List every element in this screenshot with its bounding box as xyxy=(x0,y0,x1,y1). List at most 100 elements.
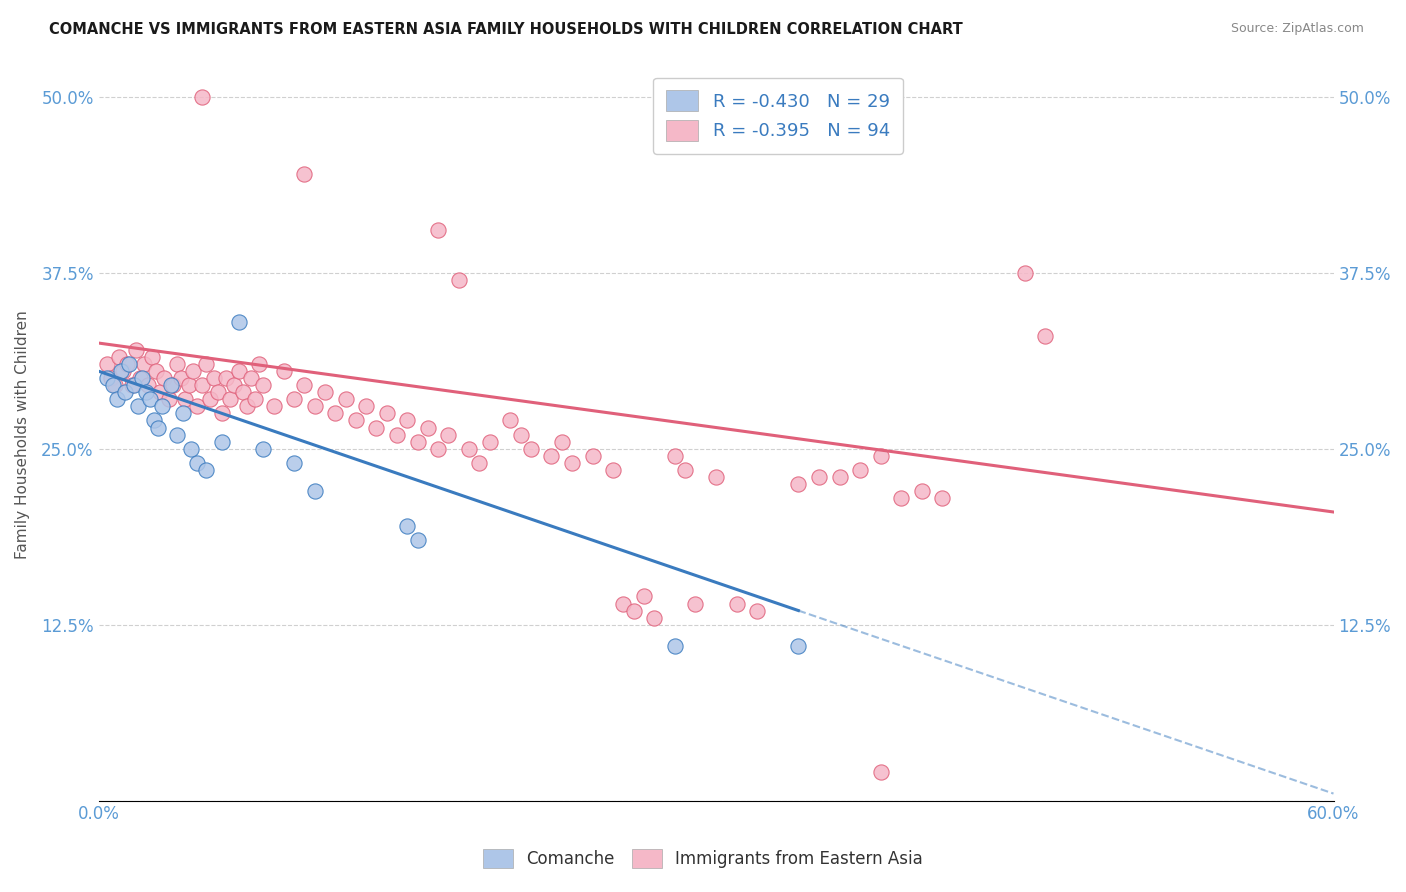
Point xyxy=(704,470,727,484)
Point xyxy=(911,483,934,498)
Point xyxy=(344,413,367,427)
Y-axis label: Family Households with Children: Family Households with Children xyxy=(15,310,30,559)
Point xyxy=(427,223,450,237)
Point xyxy=(159,378,181,392)
Point xyxy=(239,371,262,385)
Point xyxy=(172,407,194,421)
Point xyxy=(110,364,132,378)
Point xyxy=(931,491,953,505)
Point xyxy=(1035,329,1057,343)
Point xyxy=(132,357,155,371)
Point xyxy=(153,371,176,385)
Point xyxy=(664,639,686,653)
Point xyxy=(499,413,522,427)
Point xyxy=(385,427,408,442)
Point xyxy=(664,449,686,463)
Point xyxy=(207,385,229,400)
Point xyxy=(143,413,166,427)
Point xyxy=(252,442,274,456)
Point xyxy=(447,273,470,287)
Point xyxy=(145,364,167,378)
Point xyxy=(121,378,143,392)
Point xyxy=(166,427,188,442)
Point xyxy=(224,378,246,392)
Point xyxy=(186,400,208,414)
Point xyxy=(124,343,146,357)
Point xyxy=(219,392,242,407)
Point xyxy=(148,420,170,434)
Point xyxy=(198,392,221,407)
Point xyxy=(108,350,131,364)
Point xyxy=(787,639,810,653)
Point xyxy=(633,590,655,604)
Legend: Comanche, Immigrants from Eastern Asia: Comanche, Immigrants from Eastern Asia xyxy=(477,842,929,875)
Point xyxy=(283,392,305,407)
Point xyxy=(122,378,145,392)
Point xyxy=(190,89,212,103)
Point xyxy=(232,385,254,400)
Point xyxy=(314,385,336,400)
Point xyxy=(354,400,377,414)
Point xyxy=(131,371,153,385)
Point xyxy=(849,463,872,477)
Point xyxy=(294,378,316,392)
Point xyxy=(194,463,217,477)
Point xyxy=(247,357,270,371)
Point xyxy=(135,385,157,400)
Point xyxy=(323,407,346,421)
Point xyxy=(366,420,388,434)
Point xyxy=(807,470,830,484)
Point xyxy=(890,491,912,505)
Point xyxy=(170,371,193,385)
Point xyxy=(602,463,624,477)
Point xyxy=(105,392,128,407)
Point xyxy=(787,476,810,491)
Point xyxy=(375,407,398,421)
Point xyxy=(181,364,204,378)
Point xyxy=(228,364,250,378)
Point xyxy=(673,463,696,477)
Point xyxy=(283,456,305,470)
Point xyxy=(396,519,419,533)
Point xyxy=(437,427,460,442)
Point xyxy=(550,434,572,449)
Point xyxy=(141,350,163,364)
Text: COMANCHE VS IMMIGRANTS FROM EASTERN ASIA FAMILY HOUSEHOLDS WITH CHILDREN CORRELA: COMANCHE VS IMMIGRANTS FROM EASTERN ASIA… xyxy=(49,22,963,37)
Point xyxy=(304,400,326,414)
Point xyxy=(100,371,122,385)
Point xyxy=(202,371,225,385)
Point xyxy=(149,385,172,400)
Point xyxy=(406,434,429,449)
Point xyxy=(509,427,531,442)
Point xyxy=(581,449,603,463)
Point xyxy=(228,315,250,329)
Point xyxy=(211,407,233,421)
Point xyxy=(561,456,583,470)
Point xyxy=(458,442,481,456)
Point xyxy=(96,357,118,371)
Point xyxy=(243,392,266,407)
Point xyxy=(396,413,419,427)
Point xyxy=(427,442,450,456)
Point xyxy=(118,357,141,371)
Point xyxy=(211,434,233,449)
Point xyxy=(180,442,202,456)
Point xyxy=(273,364,295,378)
Point xyxy=(685,597,707,611)
Point xyxy=(643,610,665,624)
Point xyxy=(215,371,238,385)
Point xyxy=(869,765,891,780)
Legend: R = -0.430   N = 29, R = -0.395   N = 94: R = -0.430 N = 29, R = -0.395 N = 94 xyxy=(652,78,903,153)
Point xyxy=(162,378,184,392)
Point xyxy=(406,533,429,548)
Point xyxy=(101,378,124,392)
Point xyxy=(540,449,562,463)
Point xyxy=(117,357,139,371)
Point xyxy=(236,400,259,414)
Point xyxy=(304,483,326,498)
Point xyxy=(194,357,217,371)
Point xyxy=(112,364,135,378)
Point xyxy=(263,400,285,414)
Point xyxy=(335,392,357,407)
Point xyxy=(179,378,201,392)
